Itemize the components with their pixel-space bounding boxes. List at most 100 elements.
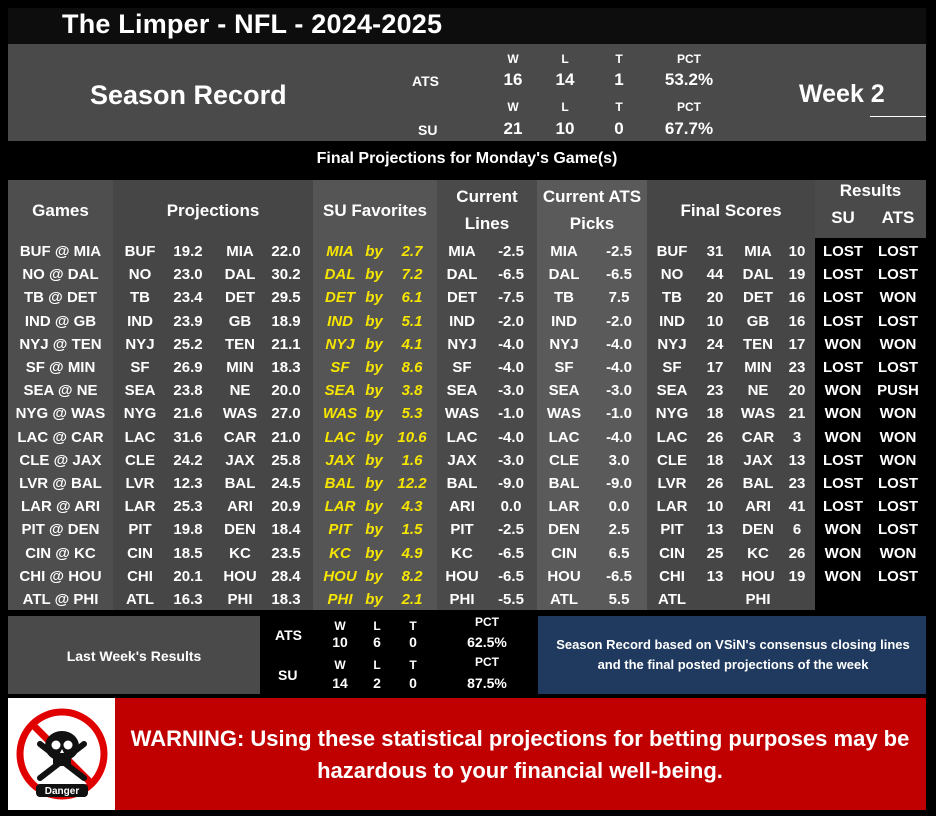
- ats-pick-value: -6.5: [606, 567, 632, 585]
- final-team-1: LAC: [656, 428, 688, 446]
- line-value: -4.0: [498, 428, 524, 446]
- ats-pick-team: TB: [554, 289, 574, 307]
- favorite-margin: 5.1: [401, 312, 423, 330]
- game-matchup: SEA @ NE: [23, 382, 98, 400]
- proj-score-1: 23.8: [173, 382, 203, 400]
- header-results-ats: ATS: [881, 208, 915, 227]
- final-team-2: GB: [746, 312, 770, 330]
- result-su: LOST: [823, 243, 863, 260]
- final-score-1: 20: [706, 289, 724, 307]
- line-value: -3.0: [498, 382, 524, 400]
- proj-team-2: DAL: [224, 266, 256, 284]
- line-value: 0.0: [500, 498, 522, 516]
- line-value: -2.5: [498, 521, 524, 539]
- lw-ats-pct-header: PCT: [475, 615, 499, 629]
- favorite-by: by: [365, 312, 383, 330]
- line-team: JAX: [447, 451, 477, 469]
- proj-team-1: BUF: [124, 243, 156, 260]
- header-current-ats-2: Picks: [569, 214, 615, 233]
- final-score-2: 19: [788, 567, 806, 585]
- proj-score-1: 26.9: [173, 359, 203, 376]
- proj-team-2: KC: [229, 544, 251, 562]
- line-value: -9.0: [498, 475, 524, 492]
- line-team: LAC: [446, 428, 478, 446]
- ats-pick-team: CLE: [549, 451, 579, 469]
- season-ats-t: 1: [614, 70, 624, 89]
- game-matchup: CLE @ JAX: [19, 451, 102, 469]
- favorite-margin: 3.8: [401, 382, 423, 400]
- line-team: SF: [452, 359, 472, 376]
- final-team-2: NE: [747, 382, 769, 400]
- result-ats: WON: [879, 428, 917, 446]
- line-team: ARI: [449, 498, 475, 516]
- season-record-panel: [8, 44, 926, 141]
- proj-team-2: HOU: [223, 567, 257, 585]
- final-score-2: 19: [788, 266, 806, 284]
- proj-team-1: SF: [130, 359, 150, 376]
- favorite-team: IND: [327, 312, 353, 330]
- lw-su-l-header: L: [373, 658, 381, 672]
- final-team-2: TEN: [743, 335, 773, 353]
- ats-pick-value: 5.5: [608, 591, 630, 608]
- ats-pick-value: -2.5: [606, 243, 632, 260]
- line-value: -3.0: [498, 451, 524, 469]
- season-ats-pct: 53.2%: [664, 70, 714, 89]
- favorite-by: by: [365, 266, 383, 284]
- game-matchup: SF @ MIN: [25, 359, 96, 376]
- favorite-by: by: [365, 289, 383, 307]
- favorite-margin: 12.2: [397, 475, 427, 492]
- final-score-1: 18: [706, 405, 724, 423]
- favorite-by: by: [365, 544, 383, 562]
- favorite-team: DAL: [324, 266, 356, 284]
- lw-su-t: 0: [409, 675, 417, 691]
- proj-team-2: JAX: [225, 451, 255, 469]
- ats-picks-column-bg: [537, 180, 647, 610]
- proj-score-1: 20.1: [173, 567, 203, 585]
- result-ats: LOST: [878, 266, 918, 284]
- favorite-by: by: [365, 359, 383, 376]
- header-current-lines-2: Lines: [464, 214, 510, 233]
- result-ats: WON: [879, 451, 917, 469]
- game-matchup: CIN @ KC: [25, 544, 96, 562]
- game-matchup: NO @ DAL: [22, 266, 99, 284]
- lw-su-w: 14: [332, 675, 348, 691]
- result-ats: LOST: [878, 359, 918, 376]
- result-ats: LOST: [878, 567, 918, 585]
- line-value: -5.5: [498, 591, 524, 608]
- game-matchup: NYJ @ TEN: [19, 335, 102, 353]
- lw-ats-w: 10: [332, 634, 348, 650]
- final-team-1: PIT: [660, 521, 684, 539]
- season-su-t: 0: [614, 119, 624, 138]
- final-score-2: 6: [792, 521, 802, 539]
- result-su: LOST: [823, 498, 863, 516]
- final-score-2: 20: [788, 382, 806, 400]
- proj-score-2: 24.5: [271, 475, 301, 492]
- final-team-2: BAL: [742, 475, 774, 492]
- proj-team-2: TEN: [225, 335, 255, 353]
- final-team-1: LVR: [657, 475, 687, 492]
- proj-score-2: 22.0: [271, 243, 301, 260]
- proj-score-1: 12.3: [173, 475, 203, 492]
- game-matchup: ATL @ PHI: [22, 591, 99, 608]
- final-team-2: ARI: [745, 498, 771, 516]
- final-team-1: BUF: [656, 243, 688, 260]
- favorite-by: by: [365, 498, 383, 516]
- final-score-2: 41: [788, 498, 806, 516]
- proj-team-2: PHI: [227, 591, 253, 608]
- ats-pick-value: -2.0: [606, 312, 632, 330]
- proj-team-2: DEN: [224, 521, 256, 539]
- last-week-record-panel: [262, 616, 534, 694]
- final-team-2: PHI: [745, 591, 771, 608]
- favorite-margin: 10.6: [397, 428, 427, 446]
- final-team-2: HOU: [741, 567, 775, 585]
- final-score-2: 17: [788, 335, 806, 353]
- proj-team-1: CHI: [127, 567, 153, 585]
- favorite-by: by: [365, 335, 383, 353]
- line-team: MIA: [448, 243, 476, 260]
- season-ats-pct-header: PCT: [677, 52, 701, 66]
- favorite-by: by: [365, 567, 383, 585]
- ats-pick-team: SEA: [548, 382, 580, 400]
- line-team: BAL: [446, 475, 478, 492]
- lw-ats-l-header: L: [373, 619, 381, 633]
- season-ats-w: 16: [503, 70, 523, 89]
